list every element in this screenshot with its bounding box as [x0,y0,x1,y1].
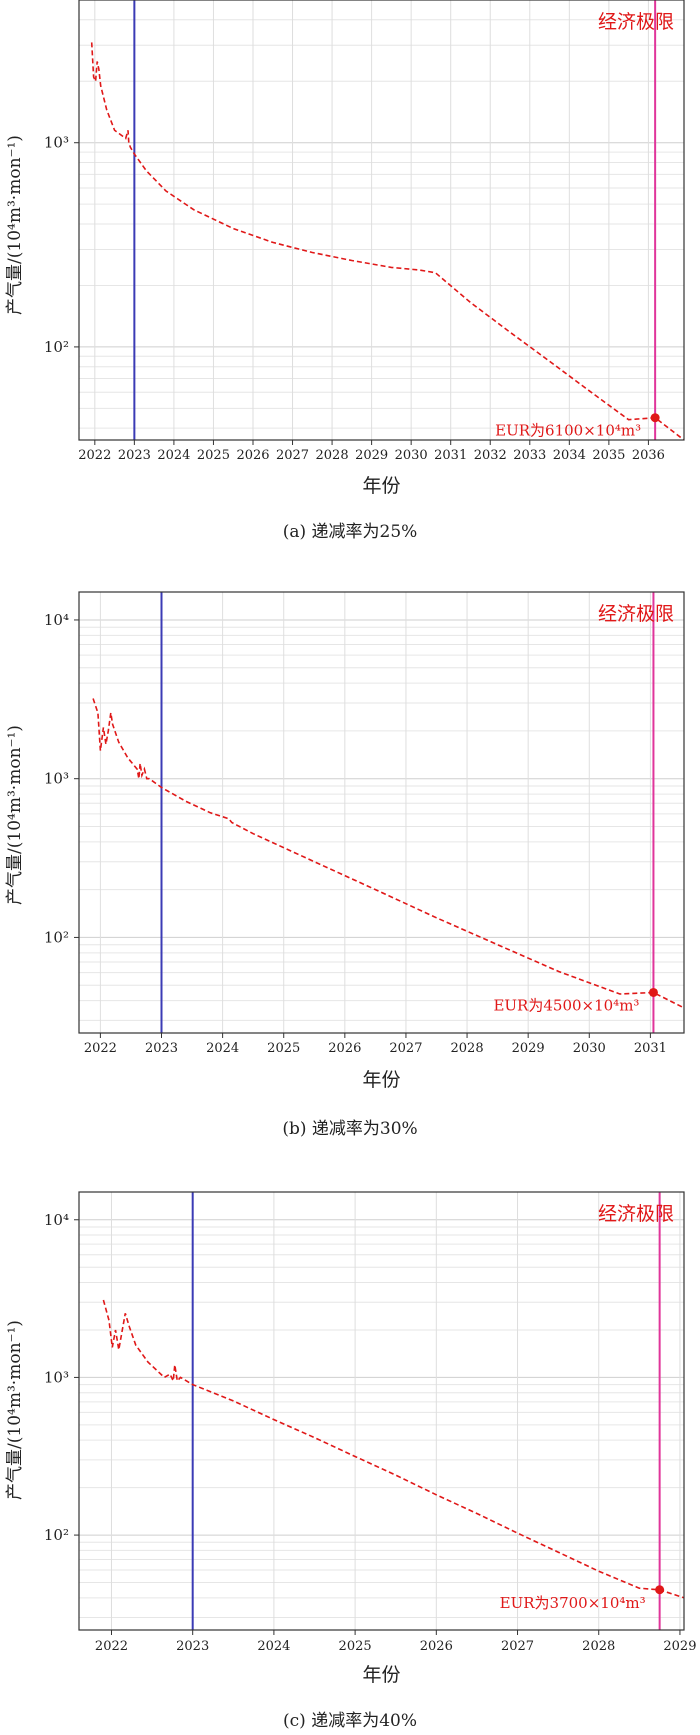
x-tick-label: 2033 [513,448,546,463]
x-tick-label: 2023 [145,1041,178,1056]
x-tick-label: 2034 [553,448,586,463]
chart-panel-1: 2022 2023 2024 2025 2026 2027 2028 2029 2030 2031… [5,0,685,542]
x-tick-label: 2023 [176,1639,209,1654]
panel-caption: (a) 递减率为25% [283,522,418,542]
x-tick-label: 2032 [474,448,507,463]
plot-frame [78,0,685,441]
x-tick-label: 2025 [197,448,230,463]
x-tick-label: 2036 [632,448,665,463]
x-tick-label: 2025 [267,1041,300,1056]
x-tick-label: 2029 [512,1041,545,1056]
economic-limit-annotation: 经济极限 [598,11,674,33]
x-tick-label: 2030 [395,448,428,463]
y-tick-label: 10⁴ [44,611,69,629]
x-tick-label: 2027 [389,1041,422,1056]
grid [79,1192,684,1630]
panel-caption: (c) 递减率为40% [283,1711,417,1731]
x-tick-label: 2028 [451,1041,484,1056]
eur-point [650,413,660,423]
series-line [92,698,685,1009]
x-tick-label: 2027 [501,1639,534,1654]
grid [79,592,684,1033]
x-tick-label: 2022 [78,448,111,463]
plot-frame [78,1191,685,1631]
x-axis-label: 年份 [362,475,400,497]
y-tick-label: 10³ [44,134,69,152]
y-tick-label: 10² [44,338,69,356]
x-tick-label: 2031 [634,1041,667,1056]
x-tick-label: 2026 [236,448,269,463]
x-tick-label: 2030 [573,1041,606,1056]
y-axis-label: 产气量/(10⁴m³·mon⁻¹) [5,725,25,905]
x-tick-label: 2024 [157,448,190,463]
y-tick-label: 10³ [44,1368,69,1386]
chart-panel-2: 2022 2023 2024 2025 2026 2027 2028 2029 2030 2031… [5,591,685,1139]
series-line [102,1299,685,1599]
eur-annotation: EUR为3700×10⁴m³ [500,1594,646,1612]
y-tick-label: 10³ [44,770,69,788]
x-axis-label: 年份 [362,1664,400,1686]
y-tick-label: 10² [44,928,69,946]
x-tick-label: 2027 [276,448,309,463]
grid [79,0,684,440]
x-tick-label: 2029 [355,448,388,463]
y-tick-label: 10² [44,1526,69,1544]
eur-annotation: EUR为4500×10⁴m³ [493,996,639,1014]
x-tick-label: 2029 [663,1639,696,1654]
chart-panel-3: 2022 2023 2024 2025 2026 2027 2028 2029 10⁴ 10³ 10… [5,1191,696,1731]
x-axis-label: 年份 [362,1069,400,1091]
y-axis-label: 产气量/(10⁴m³·mon⁻¹) [5,135,25,315]
panel-caption: (b) 递减率为30% [282,1119,417,1139]
y-tick-label: 10⁴ [44,1211,69,1229]
x-tick-label: 2024 [206,1041,239,1056]
x-tick-label: 2031 [434,448,467,463]
economic-limit-annotation: 经济极限 [598,603,674,625]
x-tick-label: 2028 [582,1639,615,1654]
eur-point [648,987,658,997]
x-tick-label: 2022 [84,1041,117,1056]
x-tick-label: 2022 [95,1639,128,1654]
x-tick-label: 2023 [118,448,151,463]
series-line [90,42,685,441]
x-tick-label: 2024 [257,1639,290,1654]
eur-annotation: EUR为6100×10⁴m³ [495,422,641,440]
x-tick-label: 2035 [592,448,625,463]
eur-point [655,1585,665,1595]
x-tick-label: 2026 [420,1639,453,1654]
plot-frame [78,591,685,1034]
x-tick-label: 2028 [316,448,349,463]
x-tick-label: 2025 [339,1639,372,1654]
economic-limit-annotation: 经济极限 [598,1203,674,1225]
x-tick-label: 2026 [328,1041,361,1056]
y-axis-label: 产气量/(10⁴m³·mon⁻¹) [5,1320,25,1500]
